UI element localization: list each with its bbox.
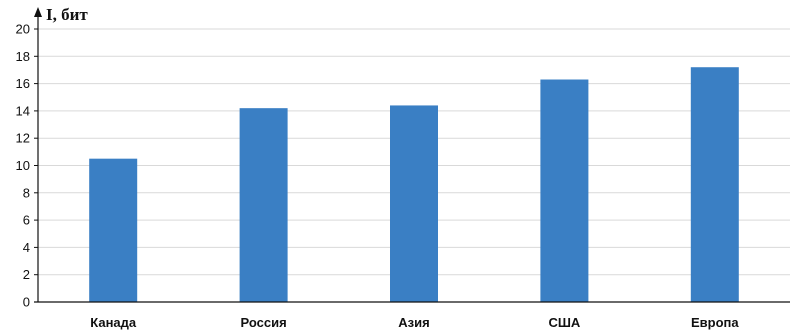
bar — [89, 158, 138, 302]
y-tick-label: 10 — [16, 158, 30, 173]
y-tick-label: 4 — [23, 240, 30, 255]
bar — [239, 108, 288, 302]
y-tick-label: 6 — [23, 213, 30, 228]
x-tick-labels: Канада Россия Азия США Европа — [90, 315, 739, 330]
x-tick-label: Канада — [90, 315, 137, 330]
y-tick-label: 16 — [16, 76, 30, 91]
y-tick-label: 8 — [23, 185, 30, 200]
y-tick-label: 20 — [16, 22, 30, 37]
x-tick-label: США — [548, 315, 580, 330]
bar — [390, 105, 438, 302]
bar — [690, 67, 739, 302]
y-axis-arrow-icon — [34, 7, 42, 17]
bars — [89, 67, 739, 302]
y-tick-label: 18 — [16, 49, 30, 64]
y-tick-labels: 0 2 4 6 8 10 12 14 16 18 20 — [16, 22, 30, 310]
x-tick-label: Европа — [691, 315, 739, 330]
y-axis-title: I, бит — [46, 5, 88, 24]
y-tick-label: 14 — [16, 103, 30, 118]
bar — [540, 79, 589, 302]
x-tick-label: Азия — [398, 315, 429, 330]
y-tick-label: 0 — [23, 295, 30, 310]
axes — [34, 7, 790, 303]
x-tick-label: Россия — [241, 315, 287, 330]
y-tick-label: 2 — [23, 267, 30, 282]
y-tick-label: 12 — [16, 131, 30, 146]
